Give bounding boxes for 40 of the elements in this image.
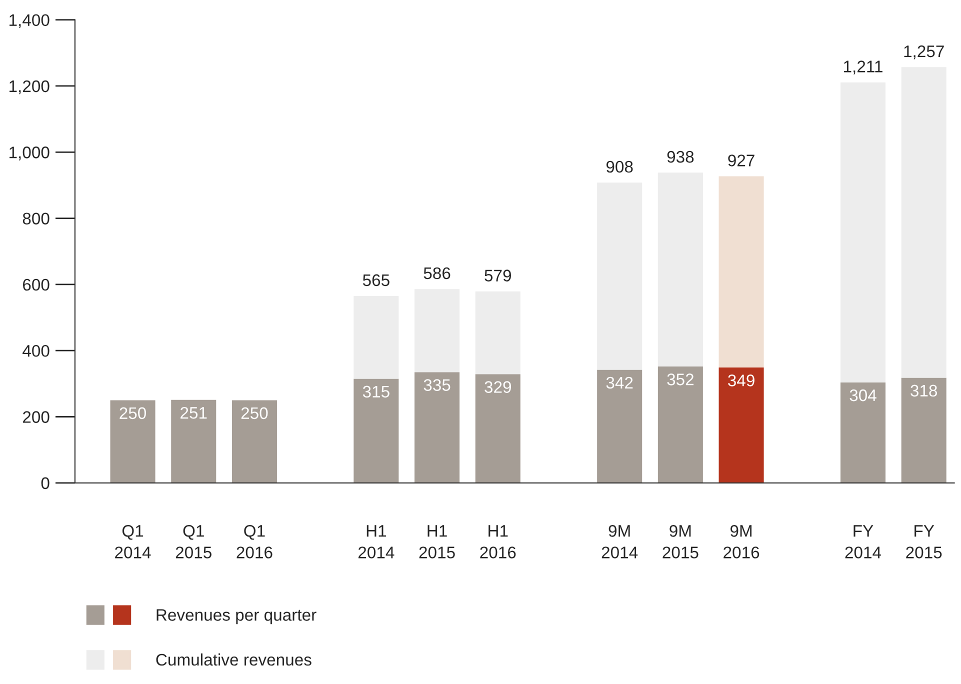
data-label: 318 <box>910 384 938 397</box>
total-label: 579 <box>484 270 511 282</box>
legend-label: Revenues per quarter <box>156 609 316 624</box>
x-tick-label: H1 2016 <box>480 525 516 558</box>
x-tick-label: 9M 2016 <box>724 525 760 558</box>
data-label: 251 <box>180 406 207 419</box>
y-tick-label: 1,200 <box>10 80 50 94</box>
legend-label: Cumulative revenues <box>156 653 312 666</box>
y-tick-label: 0 <box>41 477 50 490</box>
y-tick-label: 600 <box>23 278 50 291</box>
x-tick-label: Q1 2014 <box>115 525 151 558</box>
total-label: 908 <box>606 160 633 173</box>
data-label: 335 <box>424 379 450 391</box>
data-label: 329 <box>484 381 511 393</box>
total-label: 1,211 <box>844 60 882 74</box>
y-tick-label: 200 <box>22 411 50 423</box>
total-label: 938 <box>667 150 694 163</box>
y-tick-label: 800 <box>22 212 50 224</box>
data-label: 304 <box>850 389 876 402</box>
data-label: 250 <box>241 407 268 420</box>
data-label: 250 <box>120 407 146 420</box>
data-label: 315 <box>362 386 390 398</box>
total-label: 586 <box>424 267 450 280</box>
x-tick-label: H1 2015 <box>419 525 455 558</box>
x-tick-label: 9M 2014 <box>602 525 638 558</box>
data-label: 342 <box>606 376 633 389</box>
x-tick-label: H1 2014 <box>358 525 394 558</box>
total-label: 927 <box>728 154 754 166</box>
x-tick-label: Q1 2016 <box>236 525 272 558</box>
y-tick-label: 1,400 <box>10 14 50 28</box>
y-tick-label: 400 <box>22 345 50 357</box>
total-label: 1,257 <box>904 45 944 60</box>
x-tick-label: FY 2015 <box>906 525 942 558</box>
y-tick-label: 1,000 <box>10 146 50 160</box>
x-tick-label: Q1 2015 <box>176 525 212 558</box>
data-label: 349 <box>728 374 754 386</box>
total-label: 565 <box>362 274 390 286</box>
x-tick-label: FY 2014 <box>845 525 882 558</box>
x-tick-label: 9M 2015 <box>662 525 698 558</box>
data-label: 352 <box>667 374 694 386</box>
